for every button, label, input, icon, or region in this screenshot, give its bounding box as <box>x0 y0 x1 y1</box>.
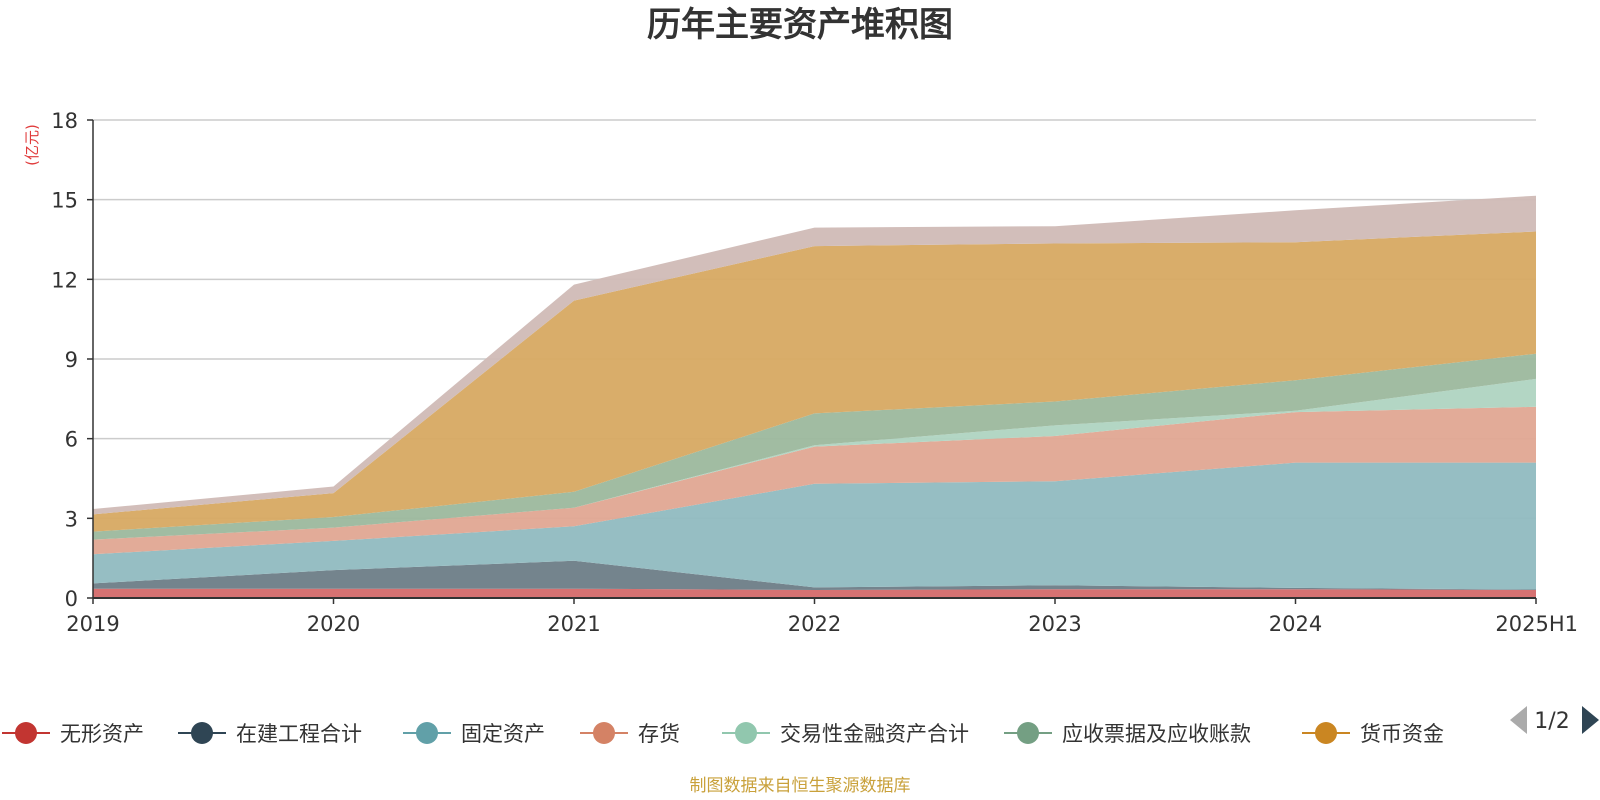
x-tick-label: 2023 <box>1028 612 1081 636</box>
legend-marker <box>191 722 213 744</box>
area-series-3 <box>93 406 1536 555</box>
area-series-5 <box>93 353 1536 540</box>
legend-next-icon[interactable] <box>1582 706 1599 734</box>
legend-marker <box>1315 722 1337 744</box>
legend-marker <box>15 722 37 744</box>
legend-item-3[interactable]: 存货 <box>580 722 680 746</box>
legend: 无形资产 在建工程合计 固定资产 存货 交易性金融资产合计 应收票据及应收账款 货币资金 <box>2 722 1444 746</box>
y-tick-label: 12 <box>51 268 78 292</box>
y-tick-label: 3 <box>65 507 78 531</box>
y-tick-label: 18 <box>51 109 78 133</box>
y-tick-label: 0 <box>65 587 78 611</box>
x-tick-label: 2021 <box>547 612 600 636</box>
legend-marker <box>416 722 438 744</box>
legend-label: 存货 <box>638 722 680 746</box>
legend-label: 无形资产 <box>60 722 144 746</box>
stacked-areas <box>93 195 1536 598</box>
data-source-note: 制图数据来自恒生聚源数据库 <box>690 776 911 796</box>
legend-item-1[interactable]: 在建工程合计 <box>178 722 362 746</box>
legend-item-0[interactable]: 无形资产 <box>2 722 144 746</box>
y-tick-label: 6 <box>65 428 78 452</box>
legend-label: 货币资金 <box>1360 722 1444 746</box>
legend-marker <box>593 722 615 744</box>
legend-item-4[interactable]: 交易性金融资产合计 <box>722 722 969 746</box>
area-series-0 <box>93 588 1536 598</box>
chart-title: 历年主要资产堆积图 <box>647 5 953 45</box>
legend-label: 交易性金融资产合计 <box>780 722 969 746</box>
legend-item-2[interactable]: 固定资产 <box>403 722 545 746</box>
area-series-2 <box>93 462 1536 590</box>
area-series-1 <box>93 560 1536 590</box>
x-tick-label: 2025H1 <box>1495 612 1578 636</box>
legend-marker <box>1017 722 1039 744</box>
legend-item-6[interactable]: 货币资金 <box>1302 722 1444 746</box>
legend-item-5[interactable]: 应收票据及应收账款 <box>1004 722 1251 746</box>
y-tick-label: 9 <box>65 348 78 372</box>
x-tick-label: 2020 <box>307 612 360 636</box>
x-tick-label: 2024 <box>1269 612 1322 636</box>
area-series-6 <box>93 231 1536 532</box>
legend-prev-icon[interactable] <box>1510 706 1527 734</box>
legend-label: 应收票据及应收账款 <box>1062 722 1251 746</box>
x-tick-label: 2019 <box>66 612 119 636</box>
area-series-4 <box>93 378 1536 540</box>
y-axis-unit: (亿元) <box>23 124 41 166</box>
legend-label: 在建工程合计 <box>236 722 362 746</box>
legend-marker <box>735 722 757 744</box>
legend-page-indicator: 1/2 <box>1534 709 1569 734</box>
y-tick-label: 15 <box>51 189 78 213</box>
x-tick-label: 2022 <box>788 612 841 636</box>
legend-label: 固定资产 <box>461 722 545 746</box>
area-series-7 <box>93 195 1536 515</box>
x-tick-labels: 2019 2020 2021 2022 2023 2024 2025H1 <box>66 598 1578 636</box>
legend-pager: 1/2 <box>1510 706 1599 734</box>
y-tick-labels: 0 3 6 9 12 15 18 <box>51 109 78 611</box>
